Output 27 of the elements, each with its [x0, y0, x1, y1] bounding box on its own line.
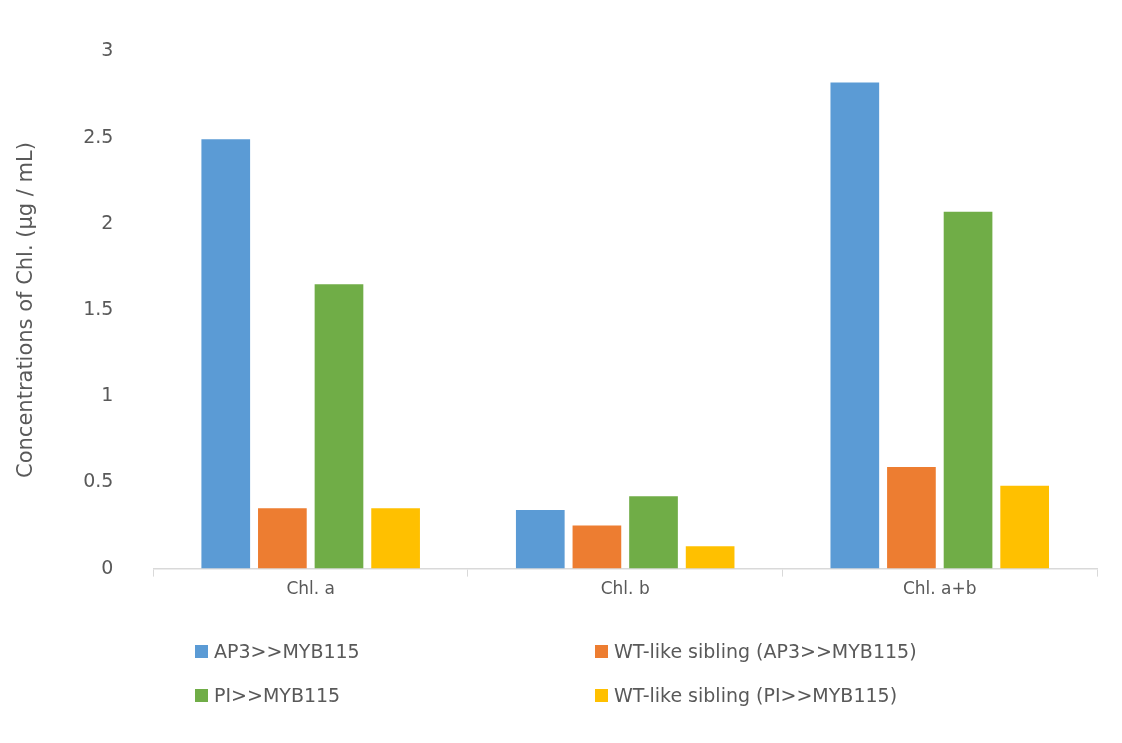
bar: [515, 509, 565, 569]
bar: [371, 508, 420, 569]
y-tick-label: 2: [101, 210, 114, 233]
y-tick-label: 2.5: [83, 124, 114, 147]
y-tick-label: 1: [101, 383, 114, 406]
bar: [943, 211, 993, 569]
y-axis-title: Concentrations of Chl. (µg / mL): [13, 142, 38, 478]
bar: [258, 508, 307, 569]
y-tick-label: 3: [101, 38, 114, 61]
y-tick-label: 0: [101, 555, 114, 578]
bar: [685, 546, 735, 569]
bar: [830, 82, 880, 569]
y-tick-label: 1.5: [83, 296, 114, 319]
x-tick-label: Chl. a: [286, 578, 335, 599]
x-tick-label: Chl. a+b: [902, 578, 977, 599]
legend-label: PI>>MYB115: [214, 684, 341, 706]
bar: [887, 466, 936, 569]
legend-label: WT-like sibling (AP3>>MYB115): [614, 640, 917, 662]
x-tick-label: Chl. b: [600, 578, 650, 599]
bar: [572, 525, 622, 569]
y-tick-label: 0.5: [83, 469, 114, 492]
bar: [201, 139, 251, 569]
legend-label: AP3>>MYB115: [214, 640, 360, 662]
legend-label: WT-like sibling (PI>>MYB115): [614, 684, 898, 706]
bar: [314, 284, 364, 569]
bar: [1000, 485, 1049, 569]
bar: [629, 496, 678, 569]
